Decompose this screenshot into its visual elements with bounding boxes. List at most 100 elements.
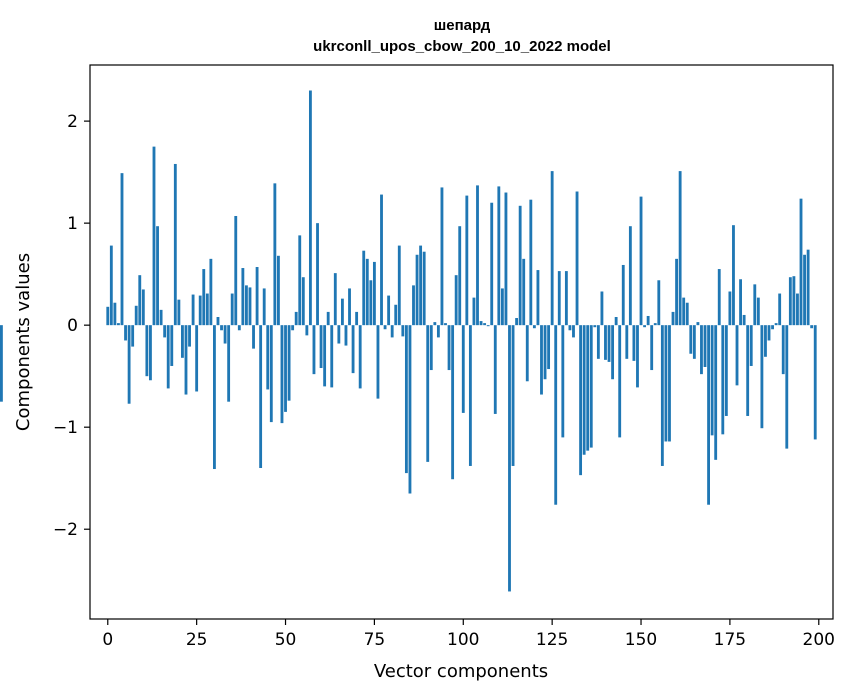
- bar-69: [351, 325, 355, 374]
- chart-title: шепард: [434, 17, 491, 34]
- bar-28: [205, 293, 209, 326]
- bar-25: [195, 325, 199, 392]
- bar-30: [213, 325, 216, 470]
- bar-26: [198, 295, 202, 326]
- bar-79: [387, 295, 391, 326]
- bar-81: [394, 304, 398, 326]
- bar-145: [621, 264, 625, 326]
- bar-103: [472, 297, 476, 326]
- x-tick-label: 200: [803, 630, 835, 650]
- bar-100: [461, 325, 465, 413]
- bar-27: [202, 269, 206, 326]
- bar-series: [0, 90, 817, 592]
- bar-185: [764, 325, 767, 357]
- bar-129: [564, 271, 568, 326]
- bar-158: [668, 325, 671, 442]
- bar-93: [436, 325, 440, 338]
- bar-92: [433, 322, 437, 326]
- bar-154: [653, 323, 657, 326]
- bar-195: [799, 198, 803, 326]
- x-tick-label: 175: [714, 630, 746, 650]
- bar-45: [266, 325, 270, 390]
- x-tick-label: 50: [275, 630, 297, 650]
- bar-135: [586, 325, 590, 451]
- bar-174: [724, 325, 728, 416]
- bar-186: [767, 325, 771, 341]
- bar-177: [735, 325, 739, 386]
- bar-43: [259, 325, 263, 469]
- bar-173: [721, 325, 725, 435]
- bar-141: [607, 325, 611, 362]
- y-axis-label: Components values: [13, 253, 34, 431]
- bar-61: [323, 325, 327, 387]
- bar-151: [643, 325, 647, 328]
- x-tick-label: 150: [625, 630, 657, 650]
- bar-159: [671, 311, 675, 326]
- bar-6: [127, 325, 131, 404]
- y-tick-label: −1: [53, 418, 78, 438]
- bar-124: [547, 325, 551, 370]
- bar-130: [568, 325, 572, 331]
- bar-120: [532, 325, 536, 329]
- bar-70: [355, 311, 359, 326]
- bar-66: [340, 298, 344, 326]
- bar-34: [227, 325, 231, 402]
- bar-32: [220, 325, 223, 331]
- bar-169: [707, 325, 710, 505]
- bar-5: [124, 325, 127, 341]
- bar-162: [682, 297, 686, 326]
- bar-49: [280, 325, 284, 424]
- bar-140: [604, 325, 607, 360]
- bar-77: [380, 194, 383, 326]
- bar-95: [444, 323, 447, 326]
- bar-37: [237, 325, 241, 331]
- bar-199: [813, 325, 817, 440]
- bar-33: [223, 325, 227, 344]
- bar-170: [710, 325, 714, 436]
- bar-9: [138, 275, 142, 326]
- bar-78: [383, 325, 387, 330]
- bar-68: [348, 288, 351, 326]
- bar-29: [209, 258, 213, 326]
- bar-90: [426, 325, 430, 462]
- bar-144: [618, 325, 622, 438]
- bar-87: [415, 254, 419, 326]
- bar-105: [479, 321, 483, 326]
- bar-171: [714, 325, 718, 460]
- bar-76: [376, 325, 380, 399]
- bar-149: [636, 325, 639, 388]
- bar-24: [191, 294, 195, 326]
- x-tick-label: 25: [186, 630, 208, 650]
- bar-84: [404, 325, 408, 474]
- bar-undefined: [0, 325, 3, 402]
- bar-56: [305, 325, 309, 336]
- bar-85: [408, 325, 412, 494]
- x-axis-ticks: 0 25 50 75 100 125 150 175 200: [102, 619, 835, 650]
- bar-112: [504, 192, 508, 326]
- bar-52: [291, 325, 295, 331]
- bar-150: [639, 196, 643, 326]
- bar-10: [141, 289, 145, 326]
- bar-160: [675, 258, 679, 326]
- bar-63: [330, 325, 334, 388]
- bar-172: [717, 269, 721, 326]
- bar-136: [589, 325, 593, 448]
- bar-11: [145, 325, 149, 377]
- x-tick-label: 0: [102, 630, 113, 650]
- bar-83: [401, 325, 405, 337]
- bar-0: [106, 306, 110, 326]
- bar-109: [493, 325, 497, 414]
- bar-194: [796, 293, 799, 326]
- bar-117: [522, 258, 526, 326]
- bar-198: [810, 325, 814, 329]
- bar-97: [451, 325, 455, 480]
- bar-22: [184, 325, 188, 395]
- y-tick-label: 0: [67, 316, 78, 336]
- bar-19: [173, 163, 177, 326]
- bar-189: [778, 293, 782, 326]
- bar-134: [582, 325, 586, 455]
- bar-101: [465, 195, 469, 326]
- plot-frame: [89, 64, 834, 620]
- bar-53: [294, 311, 298, 326]
- bar-89: [422, 251, 426, 326]
